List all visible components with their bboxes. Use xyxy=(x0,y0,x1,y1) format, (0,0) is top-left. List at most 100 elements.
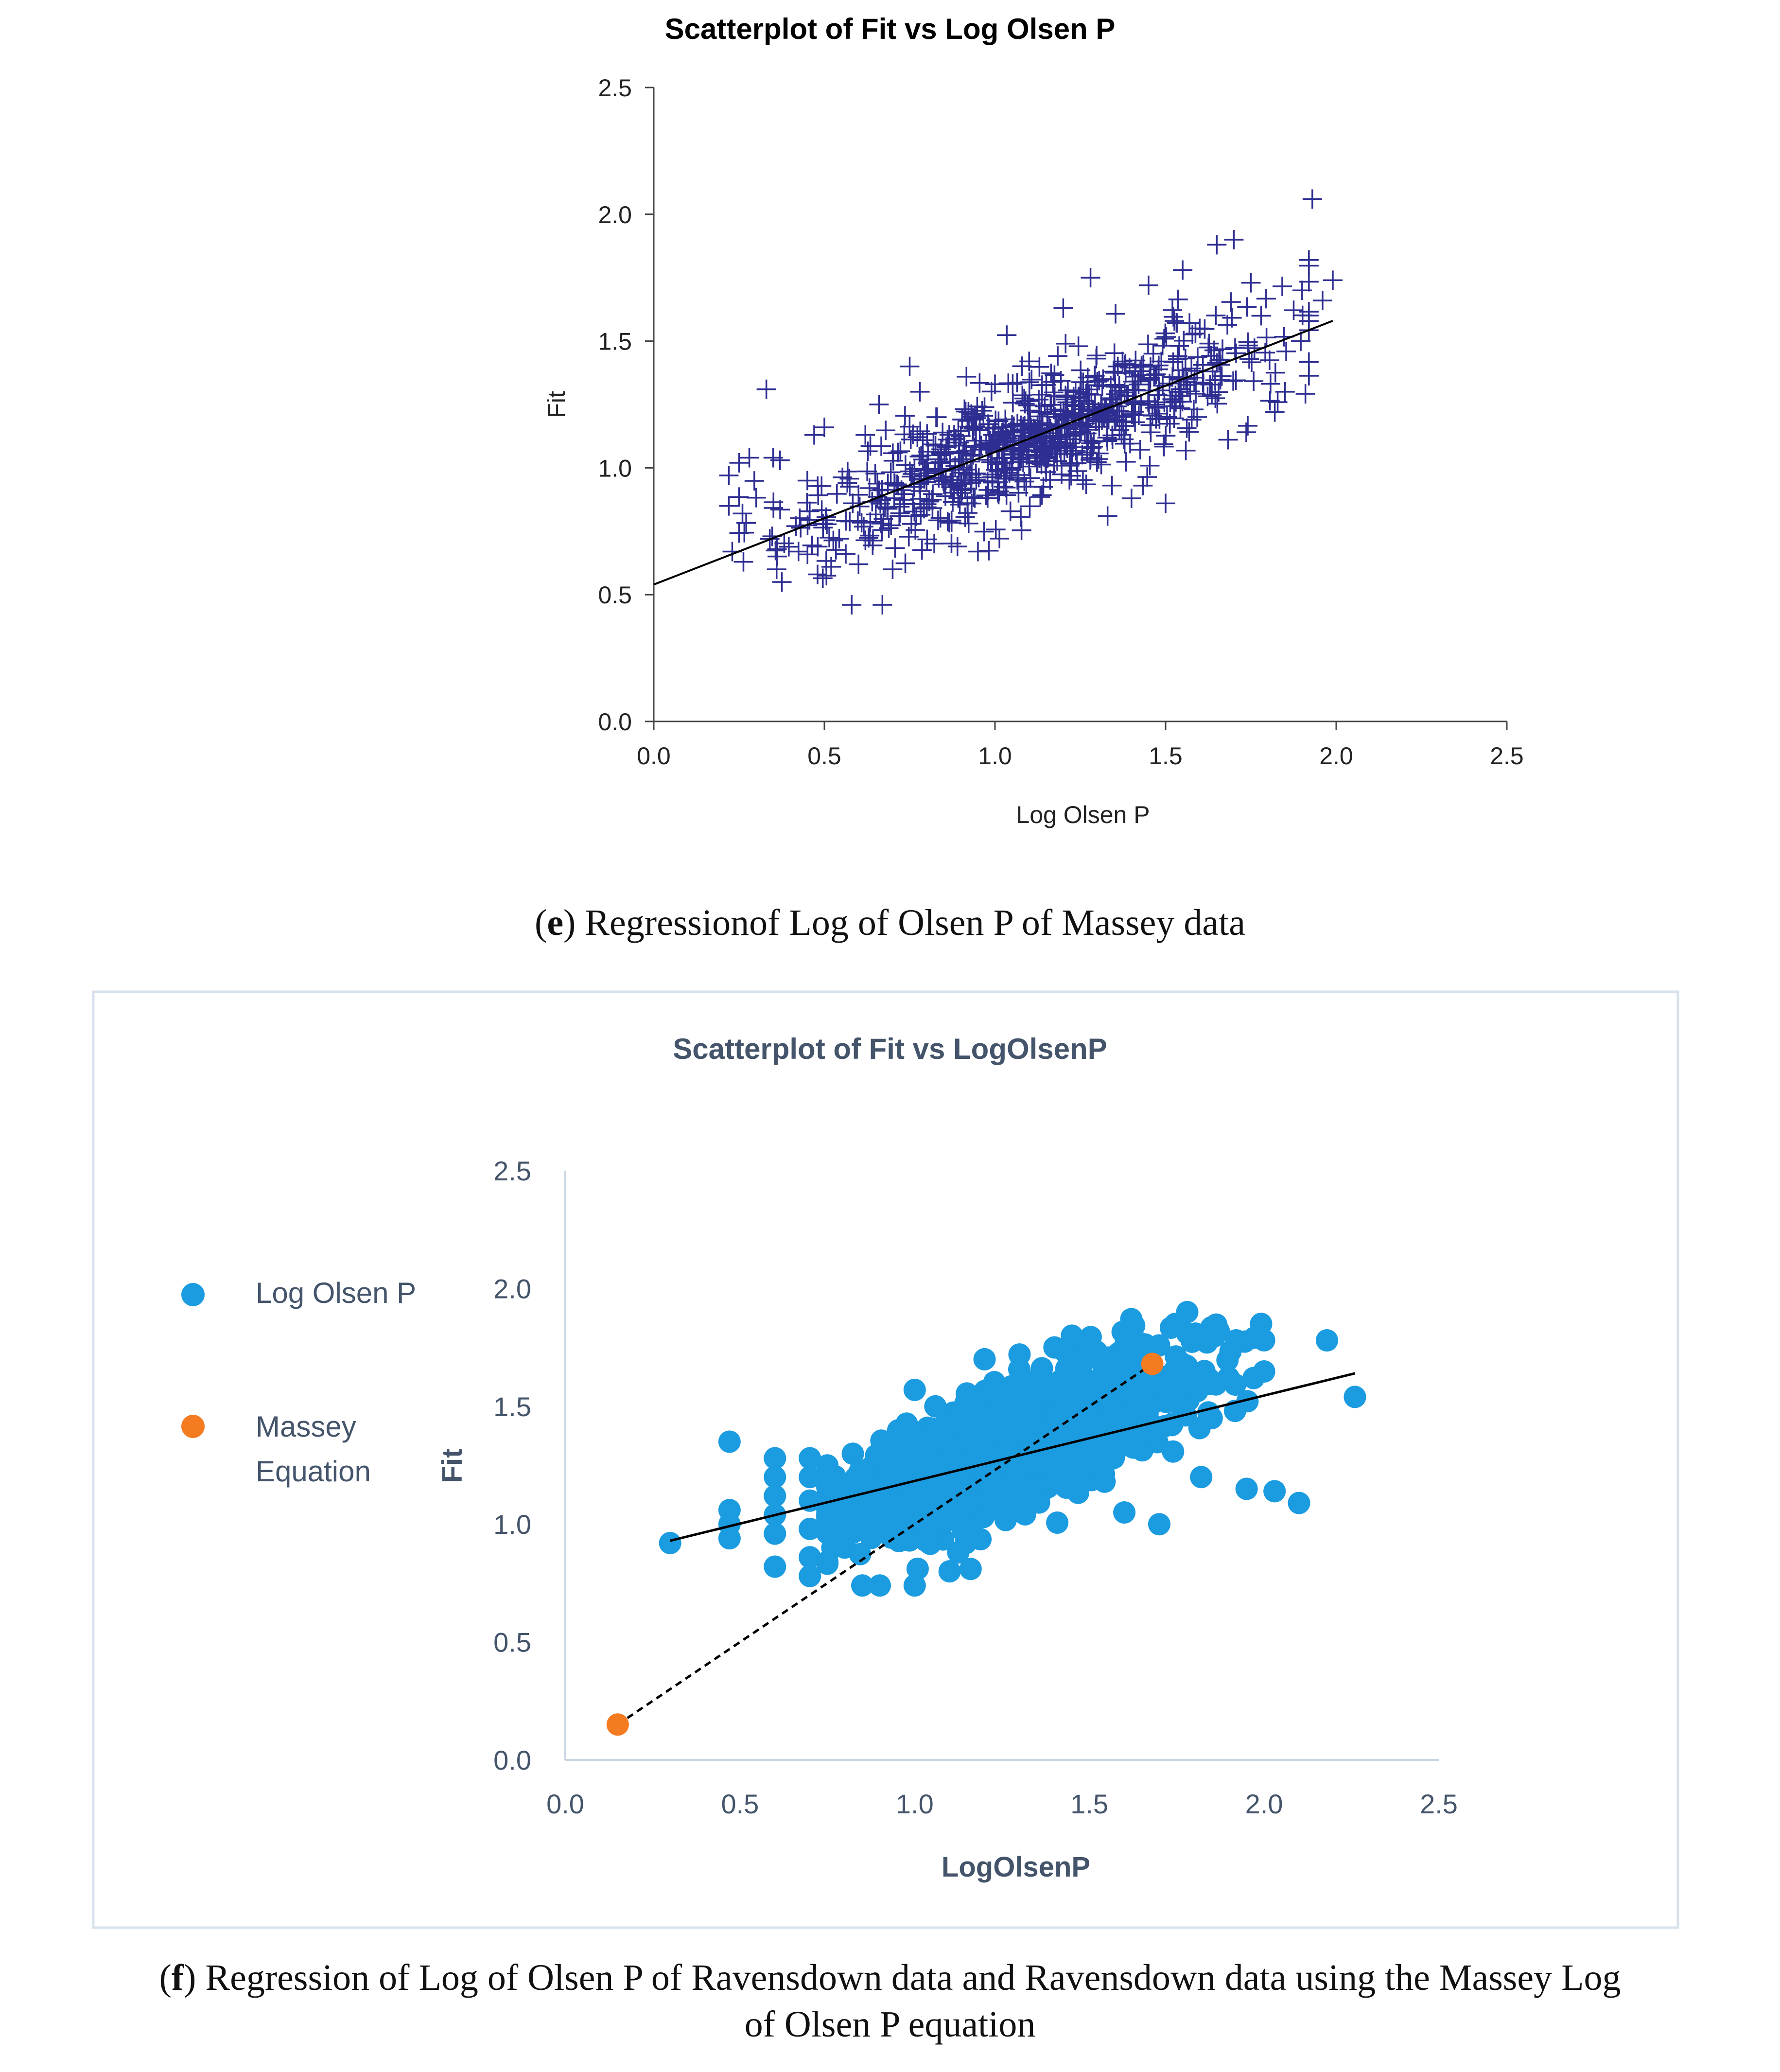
chart-e-point xyxy=(1223,371,1243,391)
chart-f-point xyxy=(893,1527,916,1550)
chart-f-point xyxy=(764,1522,786,1545)
chart-f-point xyxy=(1131,1383,1153,1405)
chart-e-point xyxy=(813,568,833,588)
chart-e-point xyxy=(1275,382,1295,402)
chart-e-point xyxy=(1019,372,1039,392)
chart-e-point xyxy=(1256,328,1276,348)
chart-e-point xyxy=(911,445,931,465)
caption-f-text-1: Regression of Log of Olsen P of Ravensdo… xyxy=(205,1957,1621,1998)
chart-e-point xyxy=(1062,395,1082,415)
chart-e-point xyxy=(901,467,921,487)
chart-e-point xyxy=(1284,300,1304,320)
chart-e-point xyxy=(767,560,786,579)
chart-e-point xyxy=(739,448,759,468)
chart-e-point xyxy=(917,529,937,549)
chart-e-point xyxy=(1044,400,1064,420)
chart-e-point xyxy=(1121,488,1141,508)
legend-dot-massey xyxy=(181,1415,205,1438)
chart-f-point xyxy=(1079,1424,1102,1447)
chart-e-point xyxy=(1299,366,1319,386)
chart-e-point xyxy=(876,421,896,440)
chart-f-point xyxy=(799,1564,821,1587)
chart-e-point xyxy=(900,461,920,481)
chart-e-point xyxy=(1130,440,1150,460)
chart-e-point xyxy=(1079,384,1099,404)
chart-e-y-tick-label: 0.0 xyxy=(598,708,632,736)
chart-e-point xyxy=(917,494,937,514)
chart-e-point xyxy=(985,374,1005,394)
chart-f-point xyxy=(1141,1414,1164,1437)
chart-e-point xyxy=(986,520,1006,540)
chart-e-point xyxy=(1024,419,1044,439)
chart-e-point xyxy=(925,436,945,456)
chart-f-point xyxy=(895,1412,918,1435)
chart-e-point xyxy=(978,414,998,434)
chart-e-point xyxy=(1086,349,1106,369)
chart-e-point xyxy=(1102,475,1122,495)
chart-e-point xyxy=(1068,336,1088,356)
chart-f-massey-point xyxy=(606,1713,629,1736)
chart-e-point xyxy=(1251,306,1271,326)
chart-e-point xyxy=(1081,448,1100,468)
chart-e-point xyxy=(924,435,943,455)
chart-e-point xyxy=(888,442,908,462)
chart-e-point xyxy=(736,513,756,533)
chart-e-point xyxy=(1073,470,1093,490)
chart-e-point xyxy=(772,572,792,592)
chart-e-point xyxy=(1103,362,1123,382)
chart-e-point xyxy=(1020,496,1040,516)
chart-f-point xyxy=(862,1503,885,1526)
chart-e-point xyxy=(1292,281,1312,300)
chart-e-point xyxy=(1076,474,1096,494)
chart-e-point xyxy=(734,523,754,543)
chart-f-point xyxy=(1078,1334,1101,1356)
chart-e-point xyxy=(770,450,790,470)
chart-f-point xyxy=(910,1505,933,1528)
chart-e-point xyxy=(1226,343,1246,363)
chart-e-point xyxy=(963,418,983,438)
chart-e-point xyxy=(954,436,974,456)
chart-e-point xyxy=(1012,386,1032,405)
chart-e-point xyxy=(993,454,1013,474)
chart-e-point xyxy=(1045,386,1065,406)
chart-e-point xyxy=(869,395,889,414)
chart-e-point xyxy=(1044,383,1064,403)
chart-f-point xyxy=(1200,1407,1223,1430)
chart-e-point xyxy=(826,540,846,560)
chart-f-point xyxy=(799,1546,821,1569)
chart-e-point xyxy=(1212,366,1232,386)
chart-e-point xyxy=(829,529,849,549)
chart-e-point xyxy=(942,467,962,487)
chart-e-point xyxy=(982,465,1002,485)
chart-e-point xyxy=(1187,407,1207,427)
chart-f-point xyxy=(816,1454,839,1477)
chart-f-point xyxy=(973,1430,996,1453)
chart-e-point xyxy=(1079,420,1099,439)
chart-f: Scatterplot of Fit vs LogOlsenP 0.0 0.5 1.… xyxy=(92,990,1679,1929)
chart-f-x-tick-label: 0.5 xyxy=(721,1789,759,1819)
chart-f-point xyxy=(1315,1329,1338,1352)
chart-e-point xyxy=(1140,456,1160,475)
chart-f-point xyxy=(659,1531,681,1554)
chart-f-point xyxy=(1113,1383,1136,1406)
chart-e-point xyxy=(1066,424,1086,444)
chart-e-point xyxy=(928,510,948,530)
chart-e-point xyxy=(1120,434,1140,454)
chart-e-point xyxy=(1148,397,1168,417)
chart-f-point xyxy=(1263,1480,1286,1503)
chart-e-point xyxy=(990,528,1010,548)
chart-e-point xyxy=(873,509,893,529)
chart-e-point xyxy=(879,518,899,538)
chart-e-point xyxy=(998,373,1018,393)
chart-e-point xyxy=(1137,467,1157,487)
chart-e-point xyxy=(1152,335,1172,355)
chart-e-point xyxy=(1110,420,1130,440)
chart-e-point xyxy=(1022,369,1042,389)
chart-e-point xyxy=(1207,235,1227,255)
chart-e-x-tick-label: 2.0 xyxy=(1319,742,1353,770)
chart-e-point xyxy=(729,487,749,507)
chart-e-point xyxy=(955,399,975,419)
chart-f-point xyxy=(924,1395,947,1418)
chart-f-y-tick-label: 1.5 xyxy=(493,1391,531,1422)
chart-e-point xyxy=(1019,351,1039,371)
